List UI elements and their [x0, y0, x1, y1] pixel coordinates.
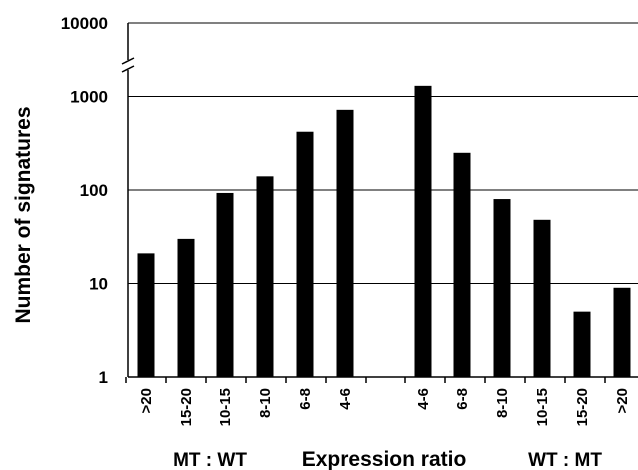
y-tick-label: 10	[89, 275, 108, 294]
bar	[493, 199, 511, 377]
y-tick-labels: 1 10 100 1000 10000	[61, 14, 108, 387]
group-label-wt-mt: WT : MT	[528, 450, 602, 470]
bar	[573, 311, 591, 377]
y-tick-label: 100	[80, 181, 108, 200]
bar	[533, 219, 551, 377]
y-tick-label: 10000	[61, 14, 108, 33]
bar	[216, 192, 234, 377]
x-tick-label: 10-15	[217, 388, 234, 426]
bar	[453, 152, 471, 377]
y-axis-label: Number of signatures	[12, 106, 35, 323]
x-tick-label: 6-8	[454, 388, 471, 410]
bar	[256, 176, 274, 377]
axis-break-mark	[121, 65, 135, 73]
x-tick-label: 15-20	[574, 388, 591, 426]
group-label-mt-wt: MT : WT	[173, 450, 247, 470]
bar	[137, 253, 155, 377]
gridlines	[128, 22, 638, 284]
x-tick-label: 10-15	[534, 388, 551, 426]
x-tick-label: 8-10	[494, 388, 511, 418]
y-tick-label: 1	[99, 368, 108, 387]
x-axis-label: Expression ratio	[302, 448, 467, 470]
x-tick-label: >20	[614, 388, 631, 413]
bar	[296, 131, 314, 377]
x-tick-label: 15-20	[178, 388, 195, 426]
bar	[613, 287, 631, 377]
y-tick-label: 1000	[70, 88, 108, 107]
bar	[336, 109, 354, 377]
bars	[137, 85, 631, 377]
x-tick-label: >20	[138, 388, 155, 413]
bar	[177, 238, 195, 377]
x-tick-label: 4-6	[415, 388, 432, 410]
x-tick-label: 6-8	[297, 388, 314, 410]
axes	[121, 23, 638, 383]
x-tick-label: 4-6	[337, 388, 354, 410]
x-tick-labels: >20 15-20 10-15 8-10 6-8 4-6 4-6 6-8 8-10 10-15 15…	[138, 388, 631, 426]
bar	[414, 85, 432, 377]
axis-break-mark	[121, 57, 135, 65]
x-tick-label: 8-10	[257, 388, 274, 418]
